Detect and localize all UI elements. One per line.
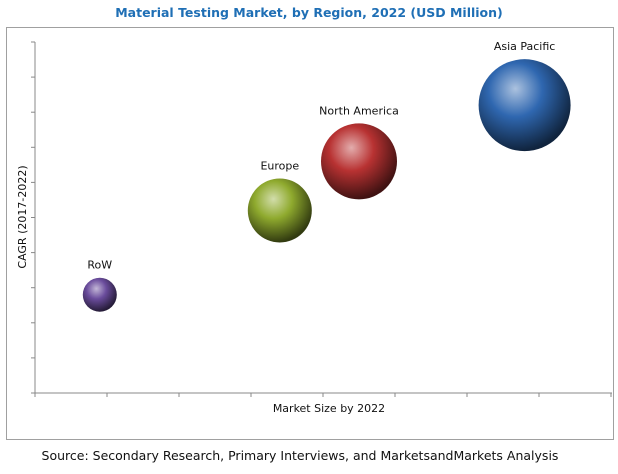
bubble-label-row: RoW — [87, 259, 112, 272]
bubble-europe — [247, 178, 312, 243]
x-axis-label: Market Size by 2022 — [273, 402, 385, 415]
bubble-north-america — [321, 123, 397, 200]
y-axis-label: CAGR (2017-2022) — [16, 165, 29, 268]
bubble-label-asia-pacific: Asia Pacific — [494, 40, 556, 53]
bubble-label-europe: Europe — [260, 159, 299, 172]
bubble-label-north-america: North America — [319, 104, 399, 117]
bubble-asia-pacific — [478, 59, 571, 152]
bubble-row — [82, 277, 117, 312]
source-note: Source: Secondary Research, Primary Inte… — [42, 448, 559, 463]
chart-title: Material Testing Market, by Region, 2022… — [115, 5, 503, 20]
